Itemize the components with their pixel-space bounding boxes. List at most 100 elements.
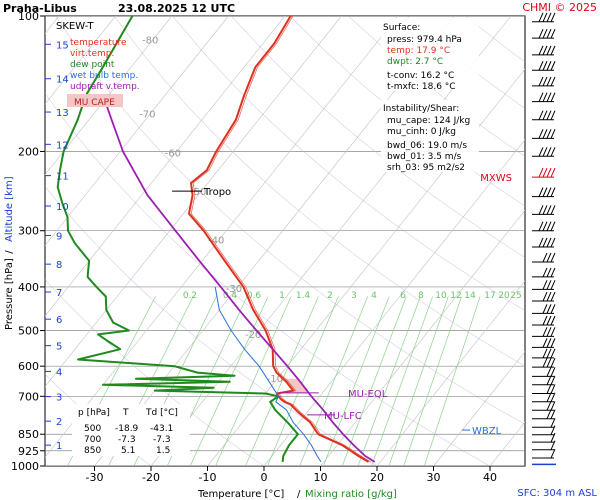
wind-barb-feather bbox=[542, 338, 548, 348]
wind-barb bbox=[532, 357, 556, 368]
isotherm-label: -70 bbox=[139, 109, 155, 120]
isotherm-line bbox=[433, 351, 525, 466]
wind-barb-feather bbox=[546, 252, 552, 263]
mixing-ratio-label: 17 bbox=[484, 291, 495, 301]
mu-cape-badge-label: MU CAPE bbox=[74, 98, 115, 108]
wind-barb-feather bbox=[538, 205, 544, 215]
mixing-ratio-line bbox=[357, 296, 421, 466]
x-tick-label: 30 bbox=[427, 471, 441, 484]
wind-barb-feather bbox=[546, 267, 552, 278]
wind-barb-feather bbox=[542, 167, 548, 178]
mixing-ratio-label: 10 bbox=[435, 291, 447, 301]
isotherm-line bbox=[263, 139, 525, 466]
wind-barb-feather bbox=[546, 304, 552, 314]
wind-barb-feather bbox=[542, 129, 548, 139]
y-tick-label: 925 bbox=[18, 445, 39, 458]
wind-barb bbox=[532, 392, 556, 403]
isotherm-line bbox=[45, 16, 173, 176]
wind-barb-feather bbox=[546, 348, 552, 359]
mixing-ratio-line bbox=[323, 296, 390, 466]
wind-barb-feather bbox=[550, 338, 556, 348]
wind-barb bbox=[532, 315, 556, 326]
wind-barb-feather bbox=[538, 28, 544, 39]
y-tick-label: 500 bbox=[18, 325, 39, 338]
mixing-ratio-line bbox=[388, 296, 449, 466]
altitude-tick-label: 5 bbox=[56, 342, 62, 353]
wind-barb-feather bbox=[550, 147, 556, 157]
wind-barb-feather bbox=[542, 61, 548, 71]
mixing-ratio-label: 0.6 bbox=[247, 291, 262, 301]
y-axis-separator: / bbox=[4, 250, 15, 254]
legend-temperature: temperature bbox=[70, 38, 127, 48]
wind-barb-feather bbox=[546, 187, 552, 197]
x-axis-separator: / bbox=[297, 489, 301, 500]
mxws-label: MXWS bbox=[480, 173, 512, 184]
wind-barb-feather bbox=[538, 147, 544, 157]
wind-barb bbox=[532, 237, 556, 248]
wind-barb-feather bbox=[546, 45, 552, 56]
virtual-temp-line bbox=[190, 16, 371, 463]
wind-barb bbox=[532, 304, 556, 314]
mu-eql-label: MU-EQL bbox=[348, 389, 388, 400]
wind-barb-feather bbox=[546, 221, 552, 231]
altitude-tick-label: 7 bbox=[56, 288, 62, 299]
stats-header-t: T bbox=[122, 408, 129, 418]
wind-barb-feather bbox=[550, 375, 556, 385]
mixing-ratio-label: 1.4 bbox=[296, 291, 311, 301]
wind-barb-feather bbox=[550, 291, 556, 302]
wind-barb-feather bbox=[550, 327, 556, 337]
y-tick-label: 100 bbox=[18, 10, 39, 23]
y-tick-label: 1000 bbox=[11, 460, 39, 473]
mixing-ratio-label: 25 bbox=[510, 291, 521, 301]
wind-barb-feather bbox=[542, 280, 548, 290]
wind-barb bbox=[532, 167, 556, 178]
wind-barb bbox=[532, 291, 556, 302]
altitude-tick-label: 13 bbox=[56, 108, 69, 119]
dry-adiabat bbox=[45, 279, 265, 466]
wbzl-label: WBZL bbox=[472, 426, 502, 437]
y-tick-label: 200 bbox=[18, 145, 39, 158]
y-tick-label: 700 bbox=[18, 390, 39, 403]
mixing-ratio-label: 12 bbox=[450, 291, 461, 301]
wind-barb-feather bbox=[550, 12, 556, 22]
tropo-label: Tropo bbox=[203, 187, 231, 198]
wind-barb bbox=[532, 252, 556, 263]
plot-frame bbox=[44, 15, 526, 467]
series-lines bbox=[56, 16, 376, 463]
cape-area bbox=[276, 378, 310, 394]
wind-barb-feather bbox=[546, 237, 552, 248]
isotherm-label: -50 bbox=[190, 187, 206, 198]
stats-cell-p: 500 bbox=[84, 424, 101, 434]
wind-barb-feather bbox=[542, 357, 548, 368]
wind-barb bbox=[532, 45, 556, 56]
isotherm-grid: -80 -70 -60 -50 -40 -30 -20 -10 bbox=[45, 16, 525, 466]
wind-barb-feather bbox=[542, 221, 548, 231]
stats-cell-td: -43.1 bbox=[150, 424, 173, 434]
wind-barb-feather bbox=[542, 267, 548, 278]
isotherm-line bbox=[45, 16, 399, 458]
mixing-ratio-line bbox=[403, 296, 462, 466]
x-tick-label: 0 bbox=[261, 471, 268, 484]
x-axis-label: Temperature [°C] bbox=[197, 489, 284, 500]
isotherm-label: -30 bbox=[226, 284, 242, 295]
mixing-ratio-label: 0.2 bbox=[183, 291, 197, 301]
dry-adiabat bbox=[289, 16, 525, 207]
wind-barb bbox=[532, 375, 556, 386]
wind-barb-feather bbox=[542, 92, 548, 102]
chart-annotations: Tropo MU-EQL MU-LFC WBZL bbox=[172, 187, 502, 437]
wind-barb-feather bbox=[546, 129, 552, 139]
wind-barb-feather bbox=[538, 221, 544, 231]
wind-barb bbox=[532, 280, 556, 290]
wind-barb-feather bbox=[550, 129, 556, 139]
x-axis-label-extra: Mixing ratio [g/kg] bbox=[305, 489, 397, 500]
wind-barb-feather bbox=[550, 237, 556, 248]
wind-barb-feather bbox=[550, 28, 556, 39]
wind-barb bbox=[532, 367, 556, 377]
wind-barb-feather bbox=[542, 76, 548, 87]
y-tick-label: 850 bbox=[18, 428, 39, 441]
wind-barb bbox=[532, 327, 556, 337]
wind-barb bbox=[532, 348, 556, 359]
x-tick-label: -30 bbox=[86, 471, 104, 484]
y-tick-label: 300 bbox=[18, 225, 39, 238]
